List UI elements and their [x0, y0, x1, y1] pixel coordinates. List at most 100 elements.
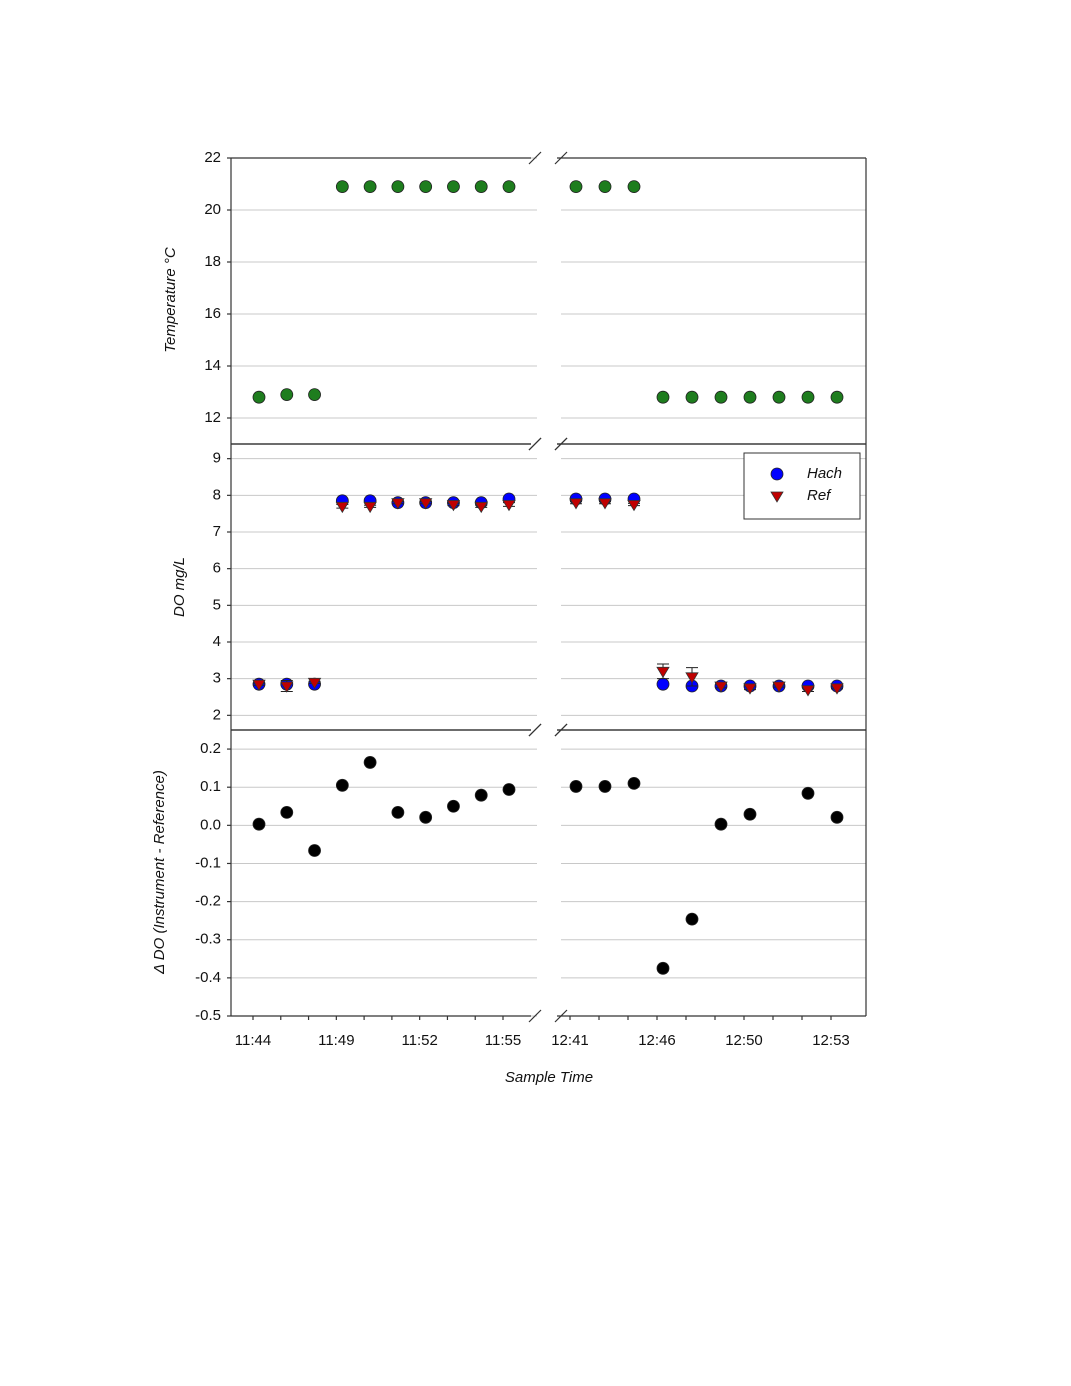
- y-tick-label: 6: [213, 560, 221, 577]
- point: [252, 817, 266, 831]
- point: [743, 807, 757, 821]
- point: [714, 390, 728, 404]
- y-tick-label: -0.3: [195, 931, 221, 948]
- point: [569, 180, 583, 194]
- x-tick-label: 11:55: [485, 1032, 521, 1049]
- x-tick-label: 11:49: [318, 1032, 354, 1049]
- point: [419, 810, 433, 824]
- point: [770, 467, 784, 481]
- y-tick-label: 8: [213, 486, 221, 503]
- y-tick-label: 18: [204, 253, 221, 270]
- point: [656, 666, 670, 679]
- point: [656, 677, 670, 691]
- y-tick-label: 14: [204, 357, 221, 374]
- legend-label: Hach: [807, 465, 842, 482]
- point: [598, 180, 612, 194]
- y-tick-label: 0.2: [200, 740, 221, 757]
- point: [474, 501, 488, 514]
- axis-break: [528, 437, 542, 451]
- point: [801, 685, 815, 697]
- point: [335, 501, 350, 514]
- point: [627, 180, 641, 194]
- point: [418, 498, 433, 510]
- legend-label: Ref: [807, 487, 832, 504]
- point: [801, 390, 815, 404]
- point: [252, 679, 266, 691]
- x-tick-label: 12:50: [725, 1032, 763, 1049]
- y-axis-label: DO mg/L: [171, 557, 188, 617]
- y-tick-label: -0.2: [195, 893, 221, 910]
- point: [685, 390, 699, 404]
- point: [502, 783, 516, 796]
- y-tick-label: 16: [204, 305, 221, 322]
- y-axis-label: Temperature °C: [162, 247, 179, 353]
- point: [308, 388, 321, 402]
- y-axis-label: Δ DO (Instrument - Reference): [151, 770, 168, 975]
- point: [280, 681, 294, 693]
- point: [830, 810, 844, 824]
- x-axis-label: Sample Time: [505, 1069, 593, 1086]
- point: [308, 844, 321, 857]
- x-tick-label: 12:53: [812, 1032, 850, 1049]
- axis-break: [528, 1009, 542, 1023]
- x-tick-label: 12:41: [551, 1032, 589, 1049]
- point: [685, 912, 699, 926]
- point: [335, 180, 349, 194]
- y-tick-label: -0.5: [195, 1007, 221, 1024]
- point: [743, 683, 757, 695]
- y-tick-label: 7: [213, 523, 221, 540]
- point: [363, 501, 377, 514]
- point: [474, 788, 488, 802]
- point: [598, 498, 612, 510]
- legend-box: [743, 452, 861, 520]
- point: [447, 799, 460, 813]
- point: [335, 778, 349, 792]
- point: [656, 961, 670, 975]
- axis-break: [554, 1009, 568, 1023]
- y-tick-label: 0.0: [200, 816, 221, 833]
- y-tick-label: 2: [213, 706, 221, 723]
- point: [627, 776, 641, 790]
- point: [280, 805, 294, 819]
- axis-break: [528, 151, 542, 165]
- point: [502, 180, 516, 194]
- point: [391, 805, 405, 819]
- point: [714, 681, 728, 693]
- point: [770, 491, 784, 503]
- point: [598, 780, 612, 793]
- point: [419, 180, 433, 194]
- point: [391, 180, 405, 194]
- point: [363, 756, 377, 769]
- x-tick-label: 11:52: [401, 1032, 437, 1049]
- y-tick-label: 3: [213, 670, 221, 687]
- y-tick-label: 4: [213, 633, 221, 650]
- axis-break: [554, 151, 568, 165]
- y-tick-label: 20: [204, 201, 221, 218]
- y-tick-label: 22: [204, 149, 221, 166]
- point: [685, 672, 699, 684]
- point: [280, 388, 294, 402]
- point: [307, 677, 322, 690]
- x-tick-label: 12:46: [638, 1032, 676, 1049]
- point: [252, 390, 266, 404]
- y-tick-label: 5: [213, 596, 221, 613]
- point: [772, 390, 786, 404]
- point: [627, 500, 641, 512]
- y-tick-label: 12: [204, 409, 221, 426]
- point: [447, 180, 460, 194]
- point: [830, 683, 844, 695]
- point: [801, 786, 815, 800]
- point: [569, 780, 583, 793]
- point: [830, 390, 844, 404]
- point: [502, 500, 516, 512]
- y-tick-label: -0.4: [195, 969, 221, 986]
- point: [714, 817, 728, 831]
- point: [446, 500, 461, 512]
- point: [363, 180, 377, 194]
- y-tick-label: 9: [213, 450, 221, 467]
- point: [743, 390, 757, 404]
- point: [474, 180, 488, 194]
- axis-break: [554, 437, 568, 451]
